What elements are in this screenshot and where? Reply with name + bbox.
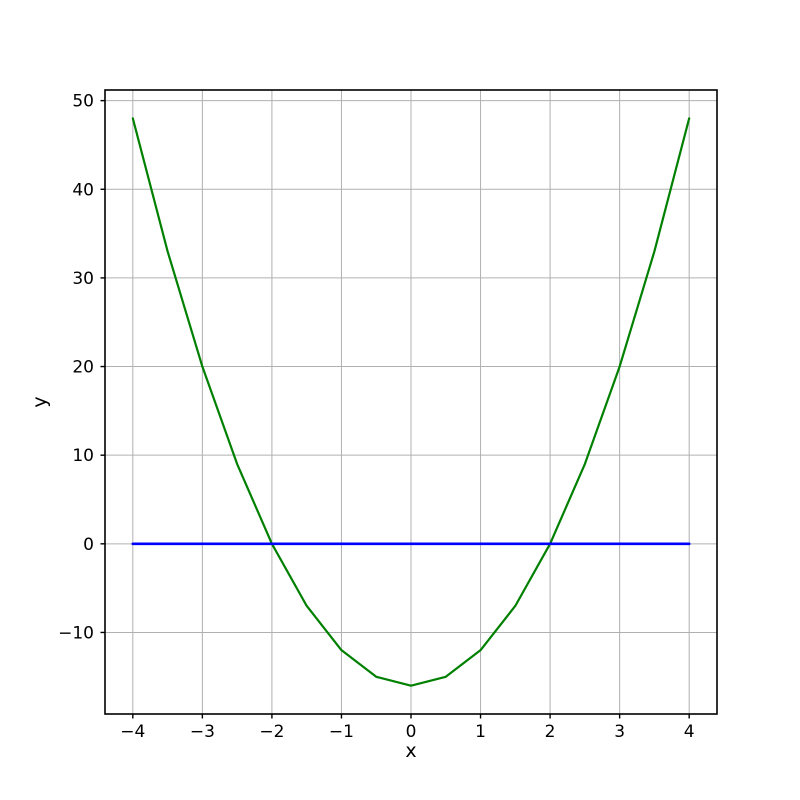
- y-axis-ticks: [100, 99, 105, 634]
- y-axis-tick-labels: −10 0 10 20 30 40 50: [58, 92, 94, 644]
- y-tick-label: 50: [72, 92, 94, 112]
- x-tick-label: 2: [545, 722, 556, 742]
- y-axis-title: y: [29, 396, 51, 407]
- y-tick-label: 0: [83, 535, 94, 555]
- x-tick-label: 0: [406, 722, 417, 742]
- data-series-group: [131, 117, 691, 687]
- x-axis-ticks: [132, 714, 690, 719]
- x-tick-label: −2: [259, 722, 284, 742]
- y-tick-label: 20: [72, 358, 94, 378]
- x-tick-label: 3: [614, 722, 625, 742]
- x-tick-label: −4: [120, 722, 145, 742]
- x-tick-label: 1: [475, 722, 486, 742]
- x-axis-tick-labels: −4 −3 −2 −1 0 1 2 3 4: [120, 722, 694, 742]
- series-line-parabola: [131, 117, 691, 687]
- y-tick-label: 10: [72, 446, 94, 466]
- x-axis-title: x: [405, 740, 416, 762]
- y-tick-label: 40: [72, 180, 94, 200]
- y-tick-label: 30: [72, 269, 94, 289]
- x-tick-label: −3: [190, 722, 215, 742]
- x-tick-label: −1: [329, 722, 354, 742]
- x-tick-label: 4: [684, 722, 695, 742]
- y-tick-label: −10: [58, 623, 94, 643]
